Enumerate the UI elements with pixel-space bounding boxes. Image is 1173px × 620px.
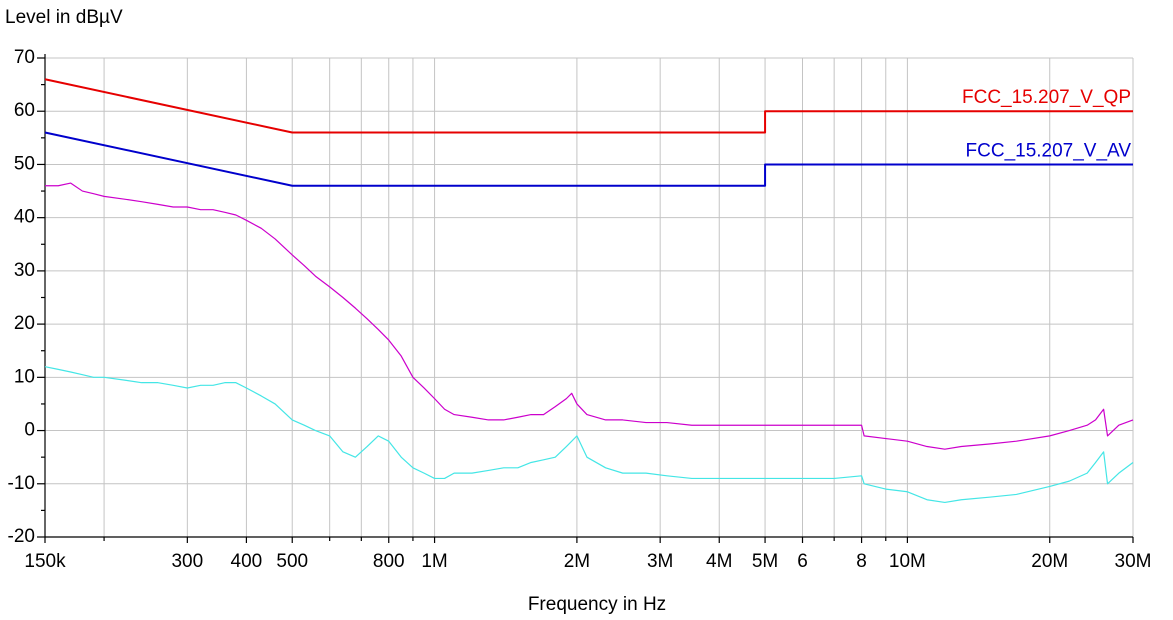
y-tick-label: 20 <box>14 313 35 334</box>
x-tick-label: 500 <box>276 551 308 572</box>
y-tick-label: 40 <box>14 207 35 228</box>
series-line <box>45 182 1134 450</box>
y-tick-label: 70 <box>14 47 35 68</box>
series-label: FCC_15.207_V_AV <box>966 140 1132 161</box>
series-line <box>44 366 1134 504</box>
series-line <box>44 78 1133 134</box>
x-tick-label: 5M <box>752 551 778 572</box>
x-tick-label: 150k <box>24 551 66 572</box>
y-tick-label: 30 <box>14 260 35 281</box>
series-line <box>44 131 1133 187</box>
y-tick-label: 0 <box>24 420 35 441</box>
x-tick-label: 20M <box>1031 551 1068 572</box>
x-tick-label: 8 <box>856 551 867 572</box>
y-tick-label: -20 <box>8 526 35 547</box>
x-tick-label: 30M <box>1115 551 1152 572</box>
x-tick-label: 4M <box>706 551 732 572</box>
y-tick-label: -10 <box>8 473 35 494</box>
x-tick-label: 6 <box>797 551 808 572</box>
y-tick-label: 50 <box>14 153 35 174</box>
y-tick-label: 10 <box>14 366 35 387</box>
x-axis-label: Frequency in Hz <box>528 594 666 615</box>
series-label: FCC_15.207_V_QP <box>962 87 1131 108</box>
x-tick-label: 1M <box>421 551 447 572</box>
x-tick-label: 2M <box>564 551 590 572</box>
y-tick-label: 60 <box>14 100 35 121</box>
x-tick-label: 800 <box>373 551 405 572</box>
x-tick-label: 3M <box>647 551 673 572</box>
x-tick-label: 10M <box>889 551 926 572</box>
x-tick-label: 300 <box>171 551 203 572</box>
x-tick-label: 400 <box>231 551 263 572</box>
y-axis-label: Level in dBµV <box>5 7 123 28</box>
